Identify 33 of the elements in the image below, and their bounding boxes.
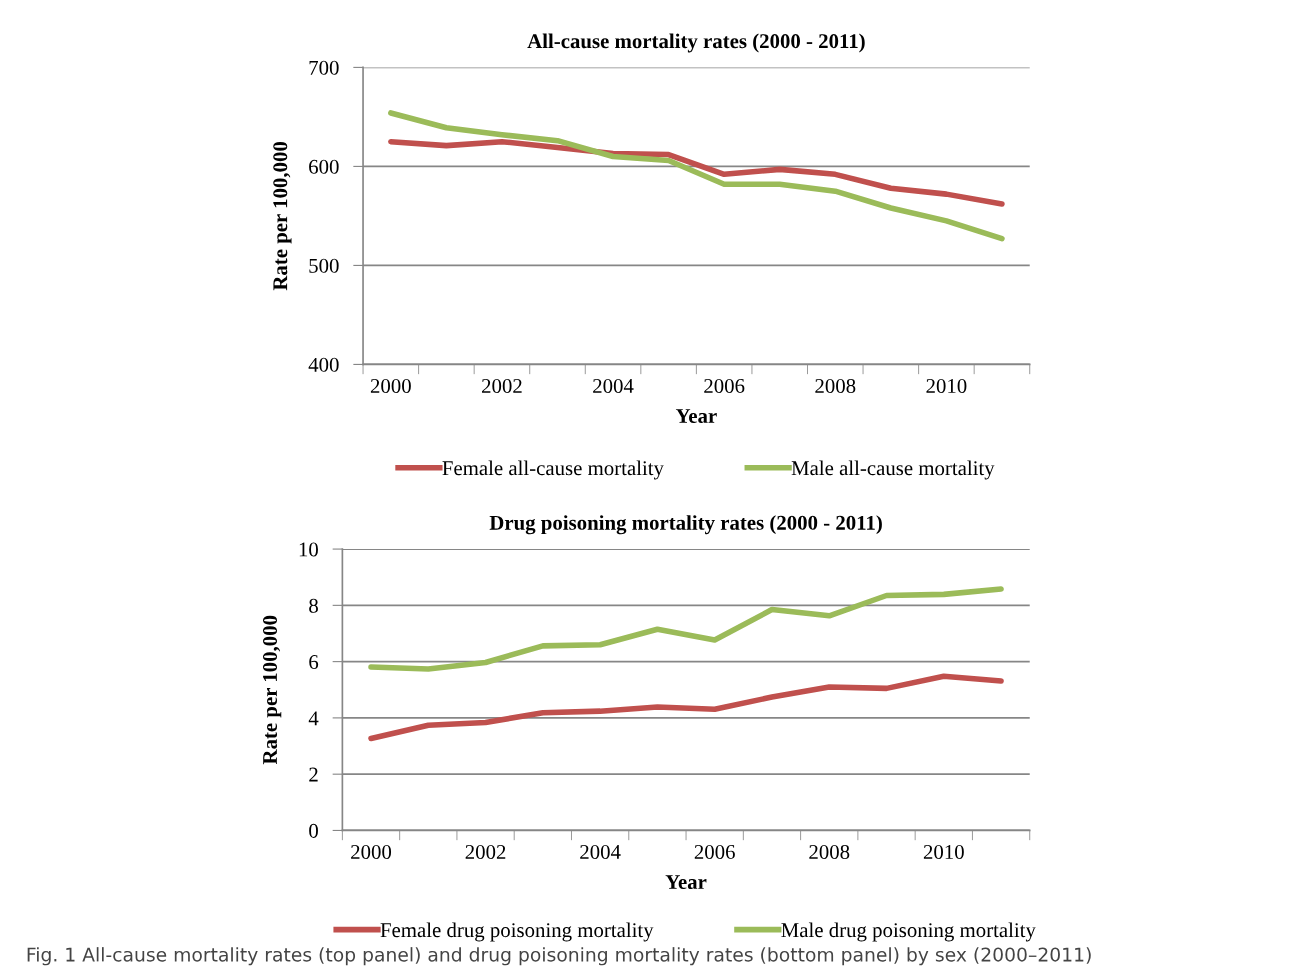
y-tick-label: 6 [309, 655, 319, 670]
chart-title: All-cause mortality rates (2000 - 2011) [527, 33, 865, 53]
legend-label: Female all-cause mortality [442, 460, 664, 480]
y-tick-label: 600 [309, 159, 339, 174]
x-tick-label: 2006 [704, 378, 745, 393]
legend-label: Female drug poisoning mortality [380, 922, 654, 942]
x-tick-label: 2002 [465, 844, 506, 859]
y-axis-title: Rate per 100,000 [262, 615, 282, 765]
legend-label: Male all-cause mortality [791, 460, 995, 480]
y-tick-label: 0 [309, 823, 318, 838]
x-tick-label: 2008 [809, 844, 850, 859]
y-tick-label: 500 [309, 258, 339, 273]
y-tick-label: 700 [309, 60, 339, 75]
x-tick-label: 2010 [926, 378, 967, 393]
x-tick-label: 2000 [351, 844, 392, 859]
x-tick-label: 2006 [694, 844, 735, 859]
x-tick-label: 2008 [815, 378, 856, 393]
x-tick-label: 2004 [593, 378, 634, 393]
y-tick-label: 400 [308, 357, 339, 372]
y-tick-label: 8 [309, 598, 318, 613]
caption: Fig. 1 All-cause mortality rates (top panel) and drug poisoning mortality rates (bottom panel) by sex (2000–2011) [27, 947, 1091, 966]
x-axis-title: Year [665, 875, 707, 889]
y-axis-title: Rate per 100,000 [273, 141, 292, 291]
x-tick-label: 2000 [370, 378, 411, 393]
x-tick-label: 2004 [580, 844, 621, 859]
y-tick-label: 2 [309, 767, 318, 782]
y-tick-label: 4 [308, 711, 319, 726]
y-tick-label: 10 [299, 542, 318, 557]
x-tick-label: 2002 [482, 378, 522, 393]
x-axis-title: Year [675, 409, 717, 423]
legend-label: Male drug poisoning mortality [781, 922, 1036, 942]
chart-title: Drug poisoning mortality rates (2000 - 2011) [489, 515, 882, 535]
x-tick-label: 2010 [923, 844, 964, 859]
